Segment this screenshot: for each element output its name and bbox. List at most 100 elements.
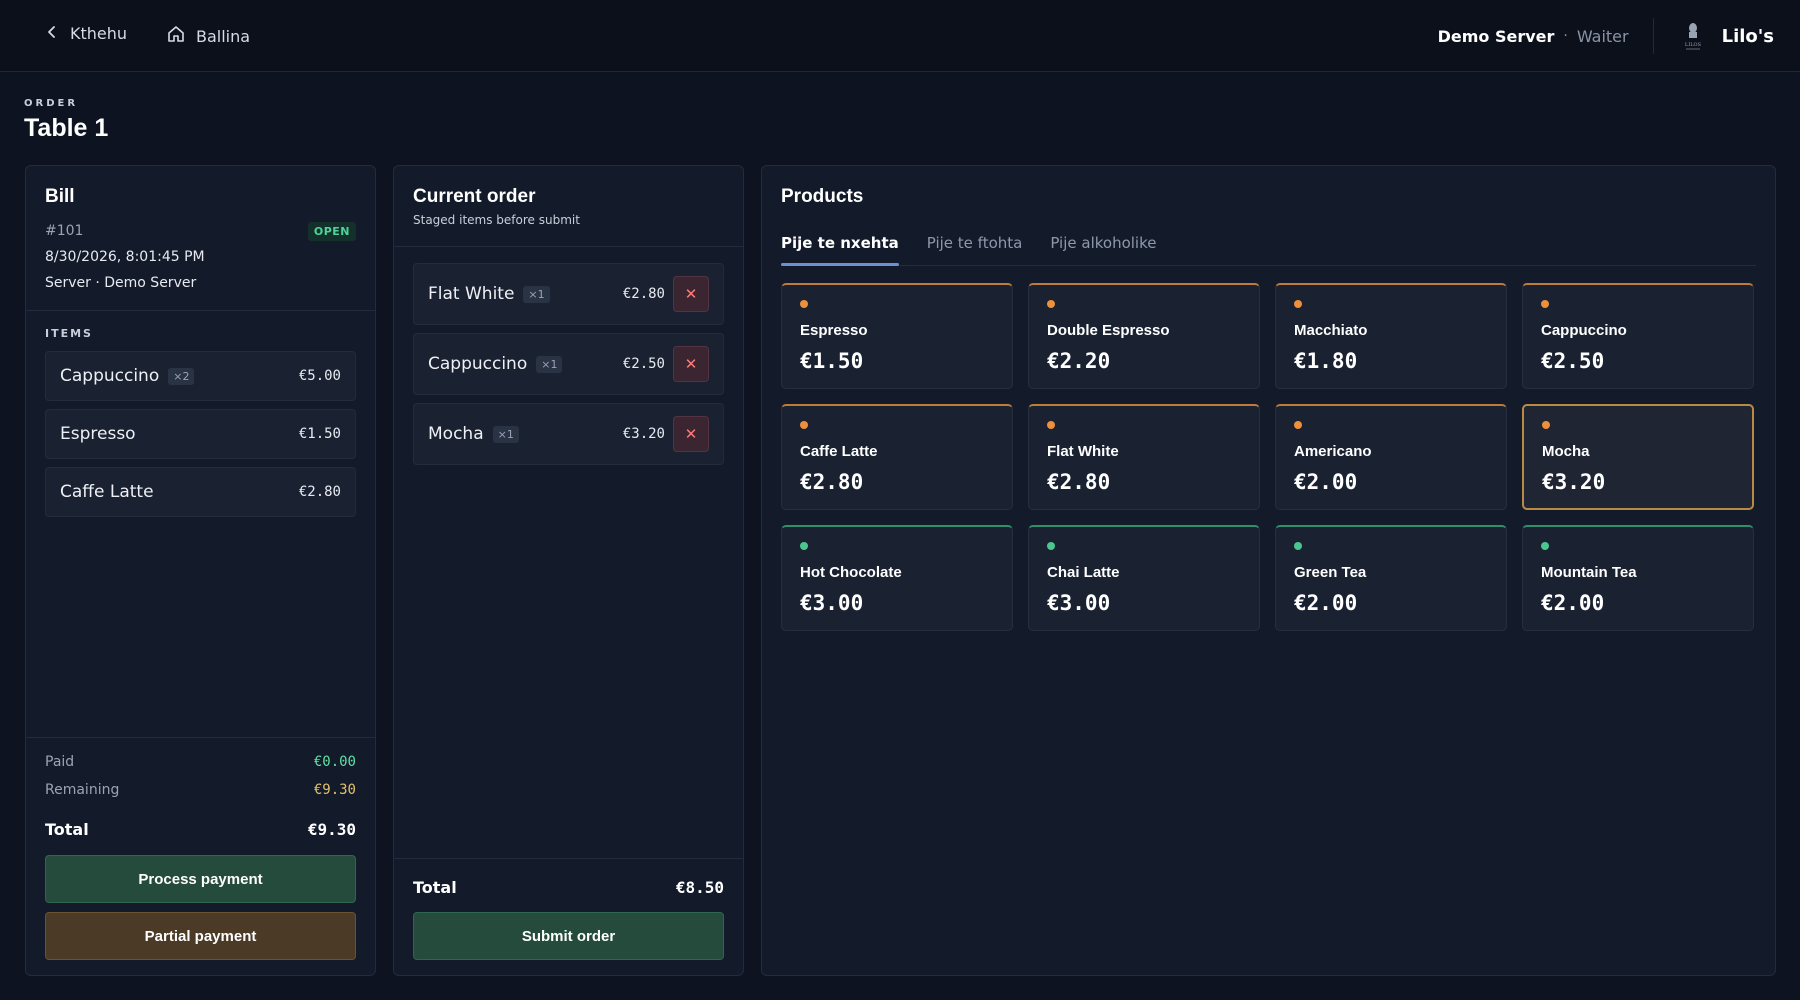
bill-number: #101 <box>45 223 84 239</box>
qty-chip: ×1 <box>492 425 519 443</box>
total-label: Total <box>45 820 89 839</box>
remove-item-button[interactable]: ✕ <box>673 276 709 312</box>
product-name: Americano <box>1294 443 1372 460</box>
item-price: €3.20 <box>622 426 665 442</box>
svg-text:LILOS: LILOS <box>1685 42 1702 48</box>
bill-item: Cappuccino ×2 €5.00 <box>45 351 356 401</box>
submit-order-button[interactable]: Submit order <box>413 912 724 960</box>
item-name: Mocha <box>428 424 484 444</box>
status-dot-icon <box>1047 421 1055 429</box>
product-card[interactable]: Green Tea €2.00 <box>1275 525 1507 631</box>
page-eyebrow: ORDER <box>24 98 79 109</box>
product-name: Mountain Tea <box>1541 564 1637 581</box>
product-card[interactable]: Espresso €1.50 <box>781 283 1013 389</box>
product-price: €3.00 <box>1047 591 1111 615</box>
product-price: €2.00 <box>1541 591 1605 615</box>
product-card[interactable]: Cappuccino €2.50 <box>1522 283 1754 389</box>
product-card[interactable]: Flat White €2.80 <box>1028 404 1260 510</box>
total-value: €9.30 <box>307 820 356 839</box>
item-name: Caffe Latte <box>60 482 154 502</box>
order-item: Mocha ×1 €3.20 ✕ <box>413 403 724 465</box>
home-button[interactable]: Ballina <box>166 24 250 48</box>
status-dot-icon <box>1541 542 1549 550</box>
product-price: €1.80 <box>1294 349 1358 373</box>
top-bar: Kthehu Ballina Demo Server · Waiter LILO… <box>0 0 1800 72</box>
qty-chip: ×1 <box>523 285 550 303</box>
current-order-subtitle: Staged items before submit <box>413 213 580 227</box>
products-title: Products <box>781 186 864 207</box>
item-price: €1.50 <box>298 426 341 442</box>
paid-value: €0.00 <box>313 754 356 770</box>
item-name: Espresso <box>60 424 136 444</box>
item-name: Cappuccino <box>428 354 528 374</box>
current-order-panel: Current order Staged items before submit… <box>393 165 744 976</box>
back-label: Kthehu <box>70 24 128 43</box>
divider <box>26 737 375 738</box>
product-price: €2.80 <box>800 470 864 494</box>
product-name: Macchiato <box>1294 322 1368 339</box>
close-icon: ✕ <box>684 355 698 373</box>
product-card[interactable]: Mountain Tea €2.00 <box>1522 525 1754 631</box>
item-price: €2.50 <box>622 356 665 372</box>
back-button[interactable]: Kthehu <box>46 24 127 43</box>
divider <box>1652 18 1654 54</box>
user-role: Waiter <box>1576 26 1629 46</box>
close-icon: ✕ <box>684 425 698 443</box>
bill-title: Bill <box>45 186 75 207</box>
product-card[interactable]: Double Espresso €2.20 <box>1028 283 1260 389</box>
status-dot-icon <box>800 542 808 550</box>
item-price: €2.80 <box>298 484 341 500</box>
brand-logo-icon: LILOS <box>1680 21 1706 51</box>
item-name: Cappuccino <box>60 366 160 386</box>
bill-panel: Bill #101 OPEN 8/30/2026, 8:01:45 PM Ser… <box>25 165 376 976</box>
qty-chip: ×1 <box>536 355 563 373</box>
product-price: €2.00 <box>1294 470 1358 494</box>
user-area: Demo Server · Waiter LILOS Lilo's <box>1438 18 1774 54</box>
category-tabs: Pije te nxehta Pije te ftohta Pije alkoh… <box>781 230 1756 266</box>
order-item: Flat White ×1 €2.80 ✕ <box>413 263 724 325</box>
product-card[interactable]: Hot Chocolate €3.00 <box>781 525 1013 631</box>
total-value: €8.50 <box>675 878 724 897</box>
product-card[interactable]: Chai Latte €3.00 <box>1028 525 1260 631</box>
remaining-label: Remaining <box>45 782 120 798</box>
brand-name: Lilo's <box>1721 25 1774 47</box>
paid-row: Paid €0.00 <box>45 754 356 770</box>
remove-item-button[interactable]: ✕ <box>673 416 709 452</box>
product-price: €1.50 <box>800 349 864 373</box>
product-card[interactable]: Americano €2.00 <box>1275 404 1507 510</box>
close-icon: ✕ <box>684 285 698 303</box>
item-name: Flat White <box>428 284 515 304</box>
product-name: Cappuccino <box>1541 322 1627 339</box>
partial-payment-button[interactable]: Partial payment <box>45 912 356 960</box>
product-price: €2.80 <box>1047 470 1111 494</box>
tab-alcoholic-drinks[interactable]: Pije alkoholike <box>1050 234 1157 252</box>
product-name: Hot Chocolate <box>800 564 902 581</box>
status-dot-icon <box>1047 542 1055 550</box>
separator-dot: · <box>1563 28 1568 44</box>
order-items-list: Flat White ×1 €2.80 ✕ Cappuccino ×1 €2.5… <box>413 263 724 473</box>
current-order-total: Total €8.50 <box>413 878 724 897</box>
remaining-row: Remaining €9.30 <box>45 782 356 798</box>
product-name: Double Espresso <box>1047 322 1170 339</box>
product-name: Green Tea <box>1294 564 1367 581</box>
tab-cold-drinks[interactable]: Pije te ftohta <box>926 234 1023 252</box>
items-label: ITEMS <box>45 327 93 340</box>
status-dot-icon <box>1294 421 1302 429</box>
product-price: €3.20 <box>1542 470 1606 494</box>
product-card[interactable]: Caffe Latte €2.80 <box>781 404 1013 510</box>
tab-hot-drinks[interactable]: Pije te nxehta <box>781 230 899 266</box>
remove-item-button[interactable]: ✕ <box>673 346 709 382</box>
divider <box>394 246 743 247</box>
product-card-selected[interactable]: Mocha €3.20 <box>1522 404 1754 510</box>
total-row: Total €9.30 <box>45 820 356 839</box>
chevron-left-icon <box>46 24 58 43</box>
process-payment-button[interactable]: Process payment <box>45 855 356 903</box>
status-dot-icon <box>800 300 808 308</box>
item-price: €2.80 <box>622 286 665 302</box>
product-grid: Espresso €1.50 Double Espresso €2.20 Macch… <box>781 283 1756 631</box>
status-dot-icon <box>1294 542 1302 550</box>
home-label: Ballina <box>196 26 251 46</box>
product-price: €2.20 <box>1047 349 1111 373</box>
product-card[interactable]: Macchiato €1.80 <box>1275 283 1507 389</box>
bill-server: Server · Demo Server <box>45 275 197 291</box>
